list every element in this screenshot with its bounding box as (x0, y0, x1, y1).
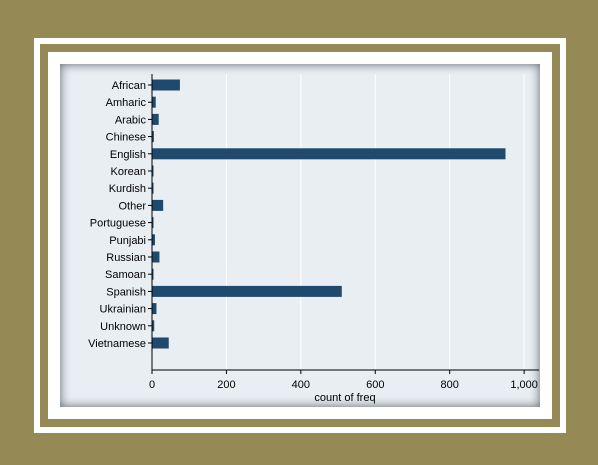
x-tick-labels: 0 200 400 600 800 1,000 (149, 370, 538, 391)
category-label: Other (118, 200, 146, 212)
grid-lines (225, 74, 525, 370)
category-label: Kurdish (109, 183, 146, 195)
category-label: English (110, 149, 146, 161)
category-label: Vietnamese (88, 338, 146, 350)
x-tick-label: 400 (292, 379, 310, 391)
category-label: Amharic (106, 97, 147, 109)
bar (152, 285, 342, 297)
outer-white-frame (34, 38, 566, 433)
category-label: Ukrainian (100, 304, 146, 316)
plot-panel (60, 64, 540, 407)
category-label: African (112, 80, 146, 92)
x-tick-label: 200 (217, 379, 235, 391)
bar (152, 148, 506, 160)
bar (152, 303, 157, 315)
category-label: Samoan (105, 269, 146, 281)
category-label: Spanish (106, 286, 146, 298)
bar (152, 337, 169, 349)
category-labels: African Amharic Arabic Chinese English Korean… (88, 80, 152, 350)
x-tick-label: 1,000 (510, 379, 538, 391)
inner-white-frame (48, 52, 552, 419)
bar (152, 131, 154, 143)
category-label: Portuguese (90, 218, 146, 230)
category-label: Korean (111, 166, 146, 178)
x-tick-label: 0 (149, 379, 155, 391)
bar (152, 182, 154, 194)
x-axis-title: count of freq (314, 392, 375, 404)
bar (152, 79, 180, 91)
bar (152, 234, 155, 246)
bar (152, 268, 154, 280)
olive-frame (40, 44, 560, 427)
bar (152, 320, 155, 332)
bar (152, 217, 154, 229)
category-label: Arabic (115, 114, 147, 126)
category-label: Chinese (106, 132, 146, 144)
bar (152, 251, 160, 263)
category-label: Unknown (100, 321, 146, 333)
bar (152, 199, 164, 211)
bars (152, 79, 506, 349)
x-tick-label: 800 (441, 379, 459, 391)
bar (152, 165, 154, 177)
category-label: Punjabi (109, 235, 146, 247)
axes (151, 74, 539, 371)
bar (152, 96, 156, 108)
bar (152, 113, 159, 125)
x-tick-label: 600 (366, 379, 384, 391)
category-label: Russian (106, 252, 146, 264)
